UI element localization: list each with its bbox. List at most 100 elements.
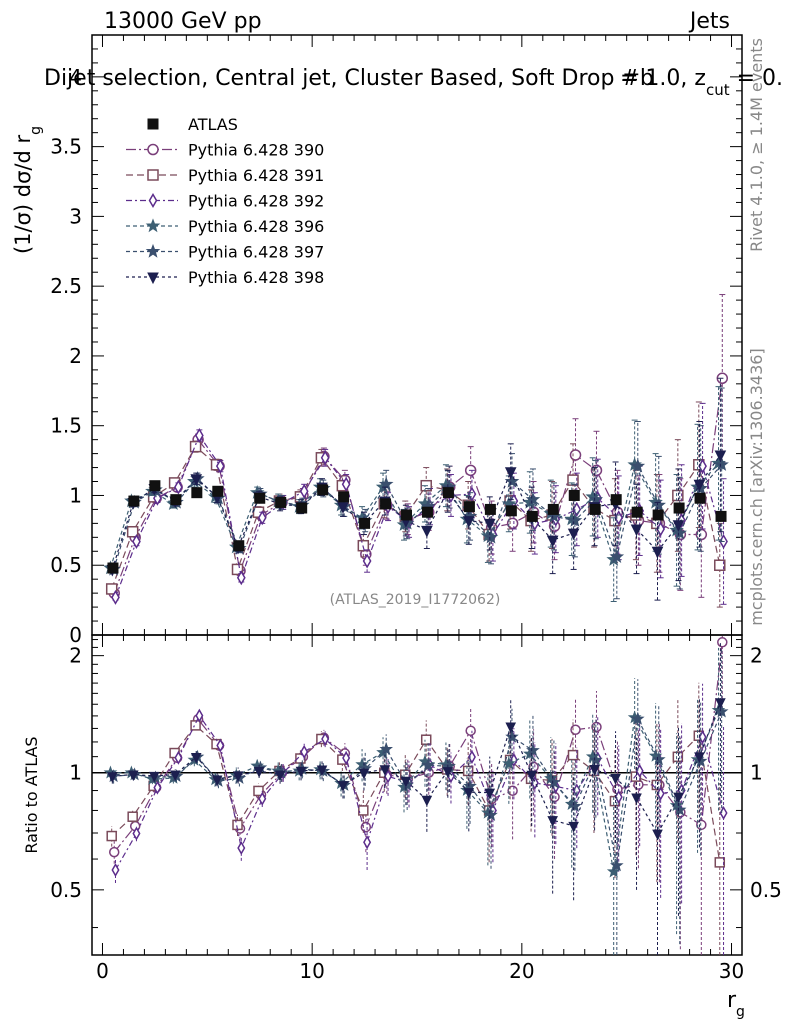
main-y-tick-label: 0	[69, 623, 82, 647]
series-line-ratio	[113, 642, 723, 853]
data-point-ratio	[211, 775, 223, 787]
data-point-ratio	[400, 776, 412, 788]
data-point-atlas	[275, 496, 287, 508]
energy-label: 13000 GeV pp	[104, 9, 262, 34]
data-point-ratio	[300, 744, 309, 759]
data-point-main	[132, 534, 141, 550]
data-point-atlas	[170, 494, 182, 506]
main-ylabel-sub: g	[28, 126, 44, 135]
data-point-ratio	[253, 785, 264, 797]
ratio-ylabel: Ratio to ATLAS	[22, 736, 41, 853]
data-point-atlas	[673, 502, 685, 514]
data-point-ratio	[190, 720, 201, 731]
data-point-ratio	[127, 811, 138, 822]
data-point-main	[341, 476, 351, 492]
data-point-main	[714, 450, 727, 463]
data-point-ratio	[360, 821, 372, 833]
data-point-ratio	[505, 722, 517, 734]
data-point-main	[546, 535, 559, 548]
data-point-main	[672, 489, 684, 502]
main-y-tick-label: 1.5	[50, 414, 82, 438]
data-point-main	[190, 474, 203, 486]
data-point-main	[609, 549, 625, 564]
legend-marker	[148, 193, 158, 208]
data-point-atlas	[568, 489, 580, 501]
series-atlas	[107, 480, 727, 574]
data-point-ratio	[714, 704, 729, 718]
series-line-main	[113, 464, 723, 570]
data-point-ratio	[694, 752, 705, 763]
main-ylabel-main: (1/σ) dσ/d r	[11, 135, 35, 255]
data-point-atlas	[463, 501, 475, 513]
data-point-ratio	[693, 753, 708, 767]
plot-title-extra: = 1.0, zcut = 0.	[620, 66, 783, 99]
data-point-atlas	[526, 510, 538, 522]
ratio-y-tick-label-right: 2	[750, 644, 763, 668]
data-point-ratio	[295, 753, 306, 764]
data-point-main	[231, 563, 244, 576]
data-point-ratio	[379, 742, 393, 756]
legend-label: Pythia 6.428 396	[188, 217, 324, 236]
main-ylabel: (1/σ) dσ/d rg	[11, 126, 44, 254]
data-point-atlas	[442, 487, 454, 499]
data-point-atlas	[191, 487, 203, 499]
data-point-ratio	[610, 858, 624, 872]
data-point-ratio	[216, 738, 225, 753]
data-point-atlas	[652, 509, 664, 521]
data-point-ratio	[358, 805, 369, 816]
data-point-ratio	[384, 769, 393, 784]
data-point-main	[504, 473, 520, 488]
data-point-atlas	[694, 492, 706, 504]
data-point-ratio	[148, 771, 160, 783]
data-point-ratio	[465, 725, 476, 736]
data-point-ratio	[108, 846, 120, 858]
data-point-ratio	[673, 792, 684, 804]
x-axis-label: rg	[727, 988, 745, 1020]
data-point-main	[362, 553, 372, 569]
category-label: Jets	[688, 9, 730, 34]
main-y-tick-label: 2	[69, 344, 82, 368]
data-point-main	[567, 512, 583, 527]
ratio-y-tick-label-right: 1	[750, 761, 763, 785]
data-point-main	[525, 492, 541, 506]
data-point-main	[189, 440, 202, 453]
data-point-ratio	[507, 785, 518, 797]
data-point-ratio	[588, 752, 603, 766]
data-point-ratio	[258, 791, 267, 806]
data-point-ratio	[630, 771, 642, 782]
x-tick-label: 0	[96, 959, 109, 983]
legend-marker	[145, 218, 161, 233]
data-point-ratio	[672, 802, 687, 816]
legend-label: Pythia 6.428 391	[188, 166, 324, 185]
main-y-tick-label: 4	[69, 65, 82, 89]
data-point-main	[126, 525, 139, 538]
data-point-main	[299, 483, 309, 499]
data-point-atlas	[380, 498, 392, 510]
data-point-ratio	[421, 758, 435, 772]
side-label-rivet: Rivet 4.1.0, ≥ 1.4M events	[747, 38, 766, 252]
data-point-main	[672, 525, 687, 540]
legend-label: Pythia 6.428 390	[188, 141, 324, 160]
data-point-main	[111, 589, 120, 605]
data-point-atlas	[505, 505, 517, 517]
side-label-mcplots: mcplots.cern.ch [arXiv:1306.3436]	[747, 348, 766, 625]
data-point-ratio	[363, 835, 372, 850]
data-point-atlas	[212, 485, 224, 497]
data-point-main	[257, 510, 267, 526]
data-point-ratio	[652, 829, 663, 841]
data-point-main	[506, 517, 519, 530]
data-point-ratio	[591, 721, 602, 733]
data-point-ratio	[568, 799, 582, 813]
main-y-tick-label: 0.5	[50, 553, 82, 577]
main-y-tick-label: 1	[69, 483, 82, 507]
plot-title-extra-tail: = 0.	[730, 66, 783, 91]
data-point-ratio	[567, 749, 579, 761]
data-point-main	[421, 525, 433, 538]
x-tick-label: 20	[509, 959, 534, 983]
data-point-ratio	[169, 770, 181, 782]
data-point-main	[504, 467, 517, 479]
data-point-ratio	[549, 791, 560, 803]
legend-label: Pythia 6.428 398	[188, 268, 324, 287]
data-point-atlas	[359, 517, 371, 529]
